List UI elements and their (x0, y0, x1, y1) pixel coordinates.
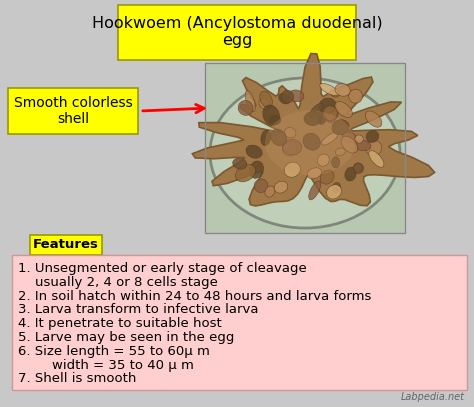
Ellipse shape (354, 163, 362, 172)
Ellipse shape (254, 179, 268, 193)
Bar (205, 63, 405, 233)
Ellipse shape (354, 140, 371, 151)
Ellipse shape (335, 102, 352, 117)
FancyBboxPatch shape (30, 235, 102, 255)
Ellipse shape (342, 132, 356, 143)
Ellipse shape (236, 164, 255, 182)
Ellipse shape (263, 105, 280, 125)
Ellipse shape (274, 181, 288, 193)
Text: width = 35 to 40 μ m: width = 35 to 40 μ m (18, 359, 194, 372)
Text: 4. It penetrate to suitable host: 4. It penetrate to suitable host (18, 317, 222, 330)
Ellipse shape (335, 148, 346, 155)
Ellipse shape (283, 142, 297, 156)
Polygon shape (192, 54, 435, 206)
FancyBboxPatch shape (12, 255, 467, 390)
Ellipse shape (323, 106, 337, 120)
Ellipse shape (332, 157, 340, 168)
Text: 1. Unsegmented or early stage of cleavage: 1. Unsegmented or early stage of cleavag… (18, 262, 307, 275)
Ellipse shape (320, 170, 334, 184)
Ellipse shape (318, 112, 327, 125)
Ellipse shape (355, 135, 363, 143)
Ellipse shape (307, 168, 321, 179)
Ellipse shape (288, 90, 304, 102)
Ellipse shape (366, 131, 379, 142)
Ellipse shape (284, 127, 296, 138)
Text: Labpedia.net: Labpedia.net (401, 392, 465, 402)
Text: 5. Larve may be seen in the egg: 5. Larve may be seen in the egg (18, 331, 234, 344)
Ellipse shape (259, 98, 270, 109)
Text: Smooth colorless
shell: Smooth colorless shell (14, 96, 132, 126)
Ellipse shape (326, 105, 338, 123)
Ellipse shape (246, 145, 262, 158)
Ellipse shape (327, 185, 342, 199)
Text: Hookwoem (Ancylostoma duodenal)
egg: Hookwoem (Ancylostoma duodenal) egg (91, 16, 383, 48)
Text: 6. Size length = 55 to 60μ m: 6. Size length = 55 to 60μ m (18, 345, 210, 358)
Ellipse shape (349, 89, 363, 103)
Ellipse shape (319, 98, 337, 114)
Ellipse shape (318, 154, 329, 166)
Text: 7. Shell is smooth: 7. Shell is smooth (18, 372, 137, 385)
Ellipse shape (345, 167, 356, 181)
Ellipse shape (210, 78, 400, 228)
Ellipse shape (319, 83, 339, 96)
Ellipse shape (330, 90, 339, 97)
Ellipse shape (321, 132, 338, 145)
Text: usually 2, 4 or 8 cells stage: usually 2, 4 or 8 cells stage (18, 276, 218, 289)
Ellipse shape (303, 133, 320, 150)
Ellipse shape (238, 101, 253, 115)
Ellipse shape (365, 140, 382, 156)
Ellipse shape (332, 182, 341, 193)
Ellipse shape (265, 110, 355, 175)
Ellipse shape (281, 90, 293, 103)
Ellipse shape (369, 151, 384, 167)
Ellipse shape (353, 163, 364, 173)
Ellipse shape (260, 91, 273, 108)
Bar (205, 63, 405, 233)
Ellipse shape (304, 112, 322, 125)
Text: 3. Larva transform to infective larva: 3. Larva transform to infective larva (18, 303, 258, 316)
Ellipse shape (335, 84, 350, 96)
Ellipse shape (341, 136, 358, 153)
Ellipse shape (261, 130, 271, 145)
Ellipse shape (309, 103, 323, 118)
Ellipse shape (279, 94, 290, 104)
Ellipse shape (365, 111, 382, 127)
FancyBboxPatch shape (8, 88, 138, 134)
Ellipse shape (265, 186, 275, 197)
Ellipse shape (283, 140, 301, 155)
Ellipse shape (269, 115, 281, 125)
Ellipse shape (332, 120, 349, 135)
Ellipse shape (233, 158, 247, 169)
Ellipse shape (309, 181, 321, 200)
FancyBboxPatch shape (118, 5, 356, 60)
Ellipse shape (271, 129, 287, 146)
Text: Features: Features (33, 239, 99, 252)
Ellipse shape (284, 162, 301, 177)
Ellipse shape (245, 91, 255, 112)
Ellipse shape (249, 161, 264, 178)
Text: 2. In soil hatch within 24 to 48 hours and larva forms: 2. In soil hatch within 24 to 48 hours a… (18, 290, 371, 302)
